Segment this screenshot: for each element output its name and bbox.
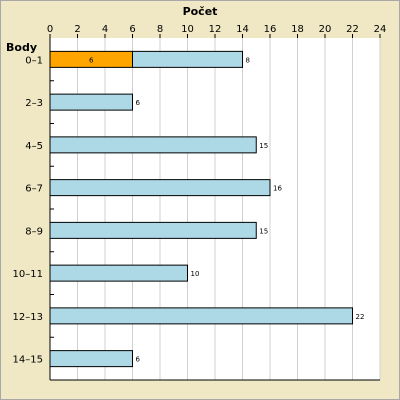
x-tick-label: 6 <box>129 24 135 35</box>
bar-value-label: 15 <box>259 142 268 150</box>
y-tick-label: 6–7 <box>25 184 43 195</box>
bar <box>49 179 271 197</box>
y-tick-label: 4–5 <box>25 141 43 152</box>
x-tick-label: 0 <box>47 24 53 35</box>
x-tick-label: 24 <box>374 24 387 35</box>
y-tick-label: 2–3 <box>25 98 43 109</box>
x-tick-label: 2 <box>74 24 80 35</box>
y-tick-label: 12–13 <box>13 312 43 323</box>
x-tick-label: 20 <box>319 24 332 35</box>
bar <box>49 350 133 368</box>
y-tick-labels: 0–1 2–3 4–5 6–7 8–9 10–11 12–13 14–15 <box>13 55 43 365</box>
x-tick-labels: 0 2 4 6 8 10 12 14 16 18 20 22 24 <box>47 24 387 35</box>
x-tick-label: 10 <box>181 24 194 35</box>
bar-value-label: 6 <box>136 356 141 364</box>
y-tick-label: 14–15 <box>13 355 43 366</box>
x-tick-label: 12 <box>209 24 222 35</box>
bar <box>132 50 243 68</box>
bar-value-label: 6 <box>89 56 94 64</box>
bar-value-label: 10 <box>191 270 200 278</box>
bar <box>49 307 353 325</box>
y-tick-label: 8–9 <box>25 226 43 237</box>
y-tick-label: 10–11 <box>13 269 43 280</box>
bar-value-label: 22 <box>356 313 365 321</box>
x-tick-label: 4 <box>102 24 108 35</box>
bar <box>49 93 133 111</box>
y-tick-label: 0–1 <box>25 55 43 66</box>
x-tick-label: 18 <box>291 24 304 35</box>
bar-value-label: 6 <box>136 99 141 107</box>
x-tick-label: 8 <box>157 24 163 35</box>
x-tick-label: 16 <box>264 24 277 35</box>
bar-value-label: 15 <box>259 227 268 235</box>
chart-title: Počet <box>183 5 218 18</box>
x-tick-label: 22 <box>346 24 359 35</box>
bar-value-label: 8 <box>246 56 250 64</box>
x-tick-label: 14 <box>236 24 249 35</box>
bar <box>49 221 257 239</box>
bars <box>49 50 353 368</box>
bar-value-label: 16 <box>273 185 282 193</box>
bar <box>49 136 257 154</box>
value-labels: 6 8 6 15 16 15 10 22 6 <box>89 56 364 363</box>
y-axis-label: Body <box>6 41 37 54</box>
bar <box>49 264 188 282</box>
